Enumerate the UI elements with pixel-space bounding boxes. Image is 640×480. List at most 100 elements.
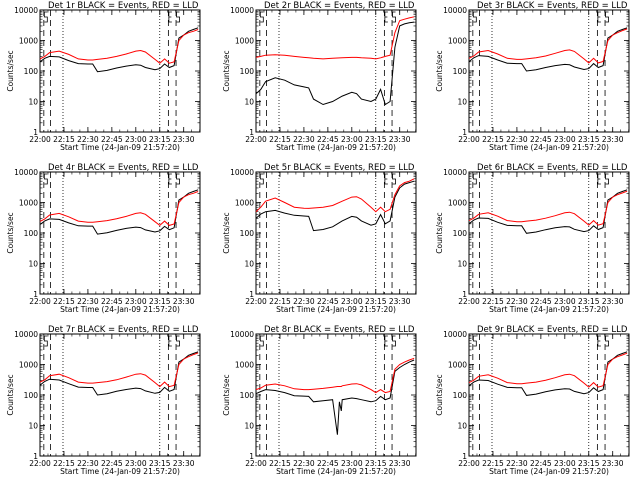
y-tick-label: 10 — [457, 422, 467, 431]
marker-glyph — [597, 11, 601, 23]
y-tick-label: 10 — [244, 98, 254, 107]
x-tick-label: 23:30 — [389, 297, 411, 306]
y-tick-label: 10 — [28, 260, 38, 269]
x-tick-label: 22:15 — [482, 135, 504, 144]
y-tick-label: 1000 — [19, 361, 38, 370]
marker-glyph — [384, 11, 388, 23]
lld-series-line — [255, 178, 415, 213]
panel-det-6: Det 6r BLACK = Events, RED = LLD 1 10 100 10… — [435, 163, 630, 314]
x-axis-label: Start Time (24-Jan-09 21:57:20) — [276, 467, 396, 476]
x-axis-label: Start Time (24-Jan-09 21:57:20) — [276, 143, 396, 152]
x-tick-label: 22:15 — [269, 297, 291, 306]
panel-title: Det 9r BLACK = Events, RED = LLD — [477, 325, 628, 335]
y-tick-label: 1 — [462, 128, 467, 137]
x-tick-label: 22:15 — [53, 297, 75, 306]
x-tick-label: 22:00 — [29, 459, 51, 468]
x-tick-label: 23:15 — [149, 297, 171, 306]
x-axis-label: Start Time (24-Jan-09 21:57:20) — [276, 305, 396, 314]
lld-series-line — [39, 29, 199, 64]
events-series-line — [39, 27, 199, 73]
y-tick-label: 10000 — [230, 6, 254, 15]
marker-glyph — [384, 335, 388, 347]
marker-glyph — [597, 173, 601, 185]
y-tick-label: 100 — [453, 391, 468, 400]
y-tick-label: 100 — [453, 67, 468, 76]
lld-series-line — [39, 191, 199, 227]
marker-glyph — [392, 11, 396, 23]
x-axis-label: Start Time (24-Jan-09 21:57:20) — [489, 467, 609, 476]
lld-series-line — [468, 28, 628, 64]
y-tick-label: 10000 — [443, 168, 467, 177]
y-tick-label: 10000 — [443, 6, 467, 15]
y-tick-label: 10 — [28, 98, 38, 107]
y-tick-label: 1000 — [448, 361, 467, 370]
marker-glyph — [392, 173, 396, 185]
marker-glyph — [43, 335, 48, 347]
x-tick-label: 22:30 — [77, 459, 99, 468]
x-tick-label: 22:00 — [245, 297, 267, 306]
marker-glyph — [176, 335, 180, 347]
x-tick-label: 22:30 — [77, 297, 99, 306]
events-series-line — [468, 27, 628, 72]
y-tick-label: 10 — [457, 98, 467, 107]
x-tick-label: 22:30 — [293, 297, 315, 306]
marker-glyph — [392, 335, 396, 347]
panel-title: Det 3r BLACK = Events, RED = LLD — [477, 1, 628, 11]
x-axis-label: Start Time (24-Jan-09 21:57:20) — [60, 467, 180, 476]
y-tick-label: 10 — [28, 422, 38, 431]
x-tick-label: 22:00 — [29, 135, 51, 144]
marker-glyph — [605, 11, 609, 23]
y-tick-label: 10 — [244, 260, 254, 269]
x-tick-label: 22:00 — [458, 297, 480, 306]
x-tick-label: 22:45 — [530, 297, 552, 306]
marker-glyph — [472, 173, 477, 185]
x-tick-label: 22:45 — [101, 297, 123, 306]
x-tick-label: 22:30 — [77, 135, 99, 144]
x-tick-label: 22:45 — [317, 297, 339, 306]
x-tick-label: 22:15 — [269, 135, 291, 144]
events-series-line — [468, 351, 628, 396]
x-tick-label: 23:00 — [341, 297, 363, 306]
x-tick-label: 23:30 — [173, 459, 195, 468]
y-tick-label: 1000 — [19, 199, 38, 208]
y-tick-label: 1000 — [235, 361, 254, 370]
events-series-line — [468, 189, 628, 234]
panel-title: Det 4r BLACK = Events, RED = LLD — [48, 163, 199, 173]
y-tick-label: 10000 — [443, 330, 467, 339]
marker-glyph — [168, 335, 172, 347]
marker-glyph — [472, 335, 477, 347]
x-axis-label: Start Time (24-Jan-09 21:57:20) — [489, 143, 609, 152]
events-series-line — [39, 351, 199, 396]
x-tick-label: 22:15 — [269, 459, 291, 468]
panel-det-7: Det 7r BLACK = Events, RED = LLD 1 10 100 10… — [6, 325, 201, 476]
x-tick-label: 22:30 — [506, 297, 528, 306]
y-tick-label: 1 — [249, 290, 254, 299]
x-tick-label: 23:15 — [578, 459, 600, 468]
x-tick-label: 22:15 — [482, 297, 504, 306]
x-tick-label: 22:30 — [293, 459, 315, 468]
x-tick-label: 22:45 — [530, 459, 552, 468]
x-tick-label: 23:30 — [602, 459, 624, 468]
y-tick-label: 1 — [249, 128, 254, 137]
x-tick-label: 23:00 — [125, 459, 147, 468]
marker-glyph — [597, 335, 601, 347]
y-tick-label: 100 — [453, 229, 468, 238]
y-tick-label: 100 — [24, 391, 39, 400]
y-tick-label: 10 — [244, 422, 254, 431]
y-tick-label: 10000 — [230, 168, 254, 177]
marker-glyph — [176, 11, 180, 23]
x-tick-label: 23:30 — [389, 135, 411, 144]
x-tick-label: 23:30 — [173, 297, 195, 306]
x-tick-label: 22:15 — [482, 459, 504, 468]
y-axis-label: Counts/sec — [6, 50, 15, 91]
panel-det-8: Det 8r BLACK = Events, RED = LLD 1 10 100 10… — [222, 325, 417, 476]
marker-glyph — [605, 173, 609, 185]
panel-title: Det 5r BLACK = Events, RED = LLD — [264, 163, 415, 173]
x-tick-label: 23:00 — [554, 135, 576, 144]
y-tick-label: 1 — [249, 452, 254, 461]
events-series-line — [255, 180, 415, 232]
x-tick-label: 23:15 — [365, 297, 387, 306]
lld-series-line — [255, 16, 415, 60]
events-series-line — [255, 21, 415, 106]
x-tick-label: 23:00 — [125, 135, 147, 144]
